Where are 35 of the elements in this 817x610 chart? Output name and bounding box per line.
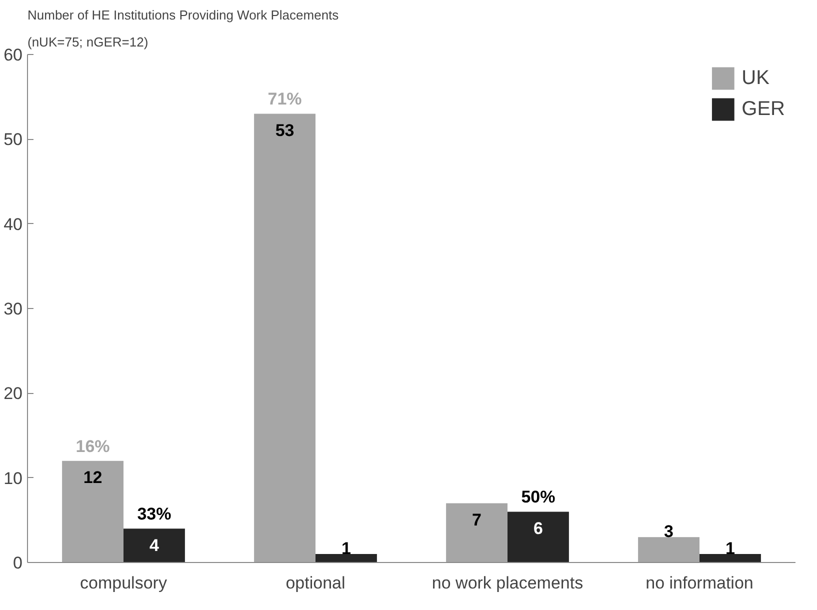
chart-subtitle: (nUK=75; nGER=12) <box>28 34 148 50</box>
x-tick-label: no work placements <box>432 574 584 592</box>
data-label: 1 <box>725 539 735 558</box>
data-label: 6 <box>533 518 543 538</box>
data-label: 53 <box>275 120 294 140</box>
x-tick-label: optional <box>286 574 346 592</box>
chart-title: Number of HE Institutions Providing Work Placements <box>28 8 340 22</box>
bar <box>446 503 508 562</box>
legend-label: UK <box>742 66 770 90</box>
annotation: 50% <box>521 488 556 507</box>
bar <box>62 460 124 562</box>
bar <box>638 537 700 562</box>
y-tick-label: 20 <box>4 384 23 404</box>
annotation: 33% <box>137 504 172 524</box>
y-tick-label: 30 <box>4 300 23 318</box>
data-label: 12 <box>83 468 102 488</box>
legend-label: GER <box>742 98 785 120</box>
bar <box>254 114 316 562</box>
data-label: 3 <box>664 522 674 542</box>
bar <box>700 554 761 562</box>
x-tick-label: compulsory <box>80 574 168 592</box>
y-tick-label: 60 <box>4 46 23 64</box>
bar <box>316 554 377 562</box>
data-label: 7 <box>472 510 482 530</box>
annotation: 71% <box>268 90 302 109</box>
y-tick-label: 10 <box>4 468 23 488</box>
bar <box>124 528 185 562</box>
data-label: 1 <box>341 539 351 558</box>
x-tick-label: no information <box>646 574 754 592</box>
y-tick-label: 0 <box>13 554 23 572</box>
y-tick-label: 50 <box>4 130 23 150</box>
bar <box>508 512 569 562</box>
data-label: 4 <box>149 536 160 555</box>
y-tick-label: 40 <box>4 214 23 234</box>
annotation: 16% <box>76 436 110 456</box>
